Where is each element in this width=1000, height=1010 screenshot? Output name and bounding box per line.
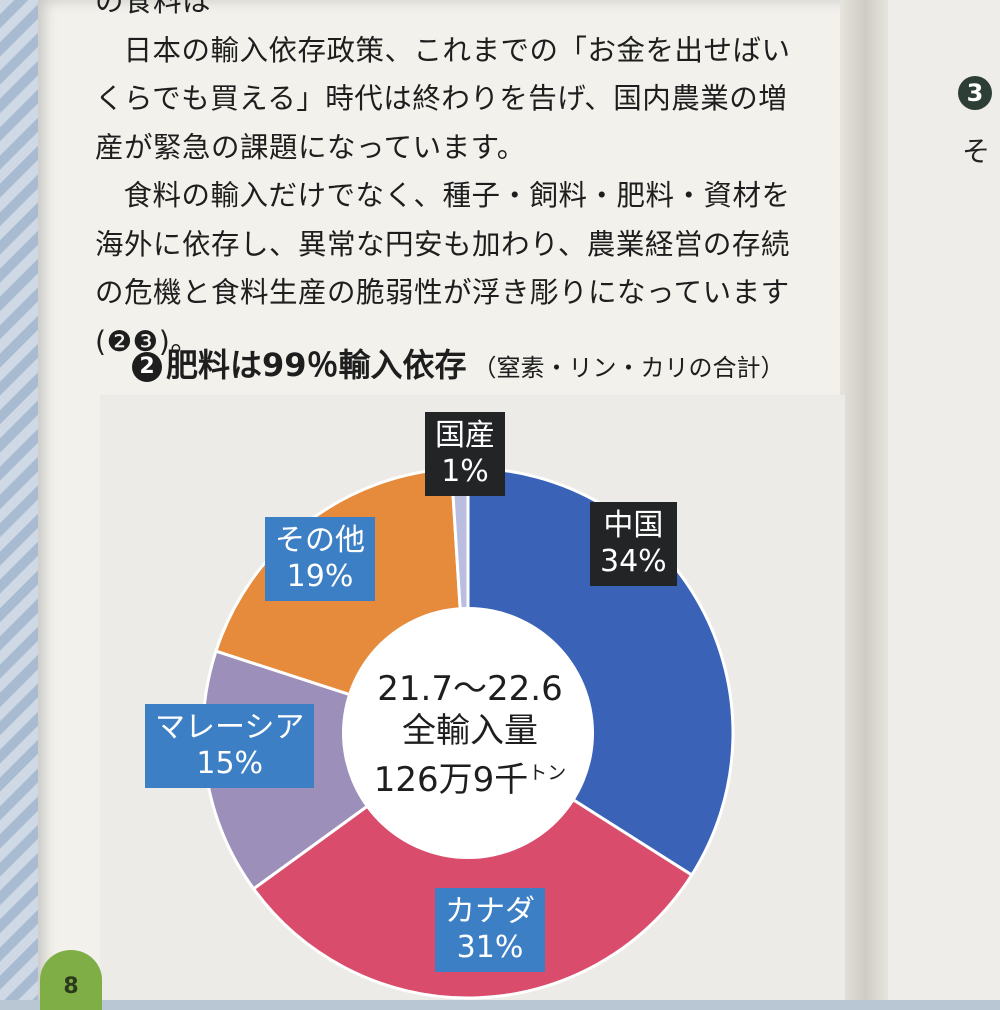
slice-label-other: その他 19% [265, 517, 375, 601]
slice-value: 1% [441, 454, 489, 489]
chart-title-main: 肥料は99％輸入依存 [166, 346, 467, 384]
figure-number: 2 [132, 351, 162, 382]
slice-label-canada: カナダ 31% [435, 888, 545, 972]
body-line-cut: の食料は [95, 0, 212, 18]
slice-label-malaysia: マレーシア 15% [145, 704, 315, 788]
center-total: 126万9千 [373, 760, 529, 800]
center-unit: トン [528, 762, 567, 784]
donut-center-label: 21.7〜22.6 全輸入量 126万9千トン [340, 668, 600, 801]
book-gutter [840, 0, 890, 1000]
chart-title: 2 肥料は99％輸入依存 （窒素・リン・カリの合計） [132, 340, 785, 386]
slice-value: 31% [456, 930, 524, 965]
slice-name: カナダ [445, 894, 535, 929]
slice-value: 34% [600, 544, 667, 579]
donut-hole [342, 607, 594, 859]
body-text: の食料は 日本の輸入依存政策、これまでの「お金を出せばいくらでも買える」時代は終… [95, 0, 815, 366]
center-caption: 全輸入量 [402, 711, 538, 751]
slice-label-domestic: 国産 1% [425, 412, 505, 496]
slice-value: 19% [286, 559, 354, 594]
body-paragraph-2: 食料の輸入だけでなく、種子・飼料・肥料・資材を海外に依存し、異常な円安も加わり、… [95, 179, 791, 358]
slice-value: 15% [196, 746, 264, 781]
slice-name: 中国 [603, 508, 664, 543]
pie-slice-canada [251, 731, 694, 1000]
right-page-text: そ [962, 135, 991, 168]
slice-label-china: 中国 34% [590, 502, 677, 586]
center-period: 21.7〜22.6 [377, 669, 563, 709]
chart-title-sub: （窒素・リン・カリの合計） [472, 354, 785, 382]
body-paragraph-1: 日本の輸入依存政策、これまでの「お金を出せばいくらでも買える」時代は終わりを告げ… [95, 33, 791, 164]
slice-name: マレーシア [155, 710, 305, 745]
slice-name: その他 [275, 523, 365, 558]
page-number: 8 [40, 950, 102, 1010]
right-page [888, 0, 1000, 1000]
slice-name: 国産 [435, 418, 495, 453]
right-page-figure-number: 3 [958, 76, 992, 110]
